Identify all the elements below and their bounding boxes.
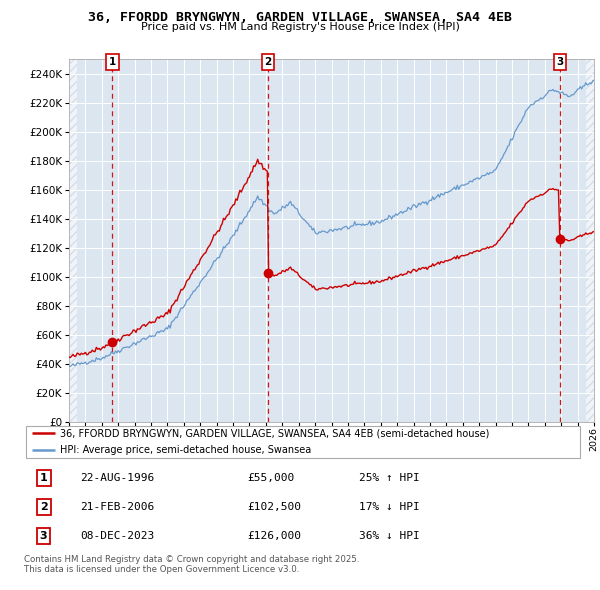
Text: Contains HM Land Registry data © Crown copyright and database right 2025.
This d: Contains HM Land Registry data © Crown c… (24, 555, 359, 574)
Text: 2: 2 (265, 57, 272, 67)
Text: 36, FFORDD BRYNGWYN, GARDEN VILLAGE, SWANSEA, SA4 4EB (semi-detached house): 36, FFORDD BRYNGWYN, GARDEN VILLAGE, SWA… (60, 428, 490, 438)
Text: 36% ↓ HPI: 36% ↓ HPI (359, 531, 419, 541)
Text: 17% ↓ HPI: 17% ↓ HPI (359, 502, 419, 512)
Text: 22-AUG-1996: 22-AUG-1996 (80, 473, 154, 483)
Text: 3: 3 (556, 57, 563, 67)
Text: 3: 3 (40, 531, 47, 541)
Text: 2: 2 (40, 502, 47, 512)
Text: £55,000: £55,000 (247, 473, 295, 483)
Text: Price paid vs. HM Land Registry's House Price Index (HPI): Price paid vs. HM Land Registry's House … (140, 22, 460, 32)
Text: 1: 1 (109, 57, 116, 67)
FancyBboxPatch shape (26, 426, 580, 458)
Text: 08-DEC-2023: 08-DEC-2023 (80, 531, 154, 541)
Text: £126,000: £126,000 (247, 531, 301, 541)
Text: 1: 1 (40, 473, 47, 483)
Text: 25% ↑ HPI: 25% ↑ HPI (359, 473, 419, 483)
Text: 21-FEB-2006: 21-FEB-2006 (80, 502, 154, 512)
Text: HPI: Average price, semi-detached house, Swansea: HPI: Average price, semi-detached house,… (60, 445, 311, 455)
Text: 36, FFORDD BRYNGWYN, GARDEN VILLAGE, SWANSEA, SA4 4EB: 36, FFORDD BRYNGWYN, GARDEN VILLAGE, SWA… (88, 11, 512, 24)
Text: £102,500: £102,500 (247, 502, 301, 512)
